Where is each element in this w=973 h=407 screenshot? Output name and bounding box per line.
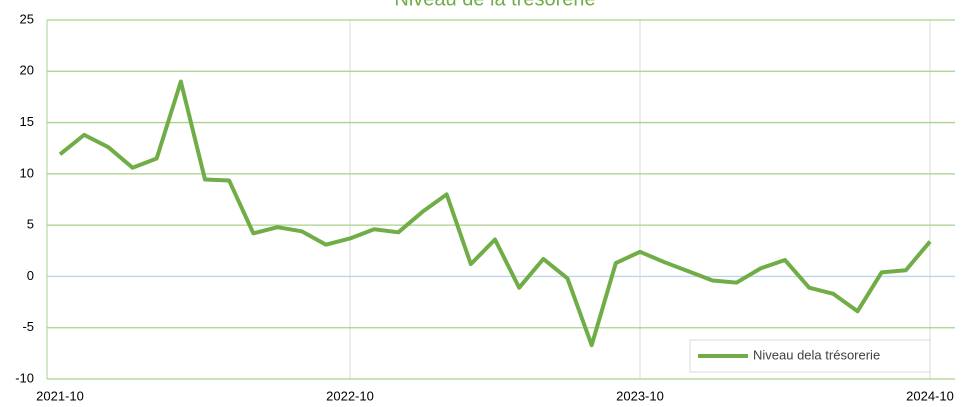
x-tick-label: 2021-10 [36, 388, 84, 403]
x-tick-label: 2023-10 [616, 388, 664, 403]
y-tick-label: -5 [22, 319, 34, 334]
x-tick-label: 2024-10 [906, 388, 954, 403]
y-tick-label: 5 [27, 217, 34, 232]
data-line [58, 79, 932, 348]
x-tick-label: 2022-10 [326, 388, 374, 403]
y-tick-label: 0 [27, 268, 34, 283]
chart-title: Niveau de la trésorerie [394, 0, 595, 10]
y-tick-label: 10 [20, 165, 34, 180]
y-tick-label: 15 [20, 114, 34, 129]
legend-label: Niveau dela trésorerie [753, 347, 880, 362]
y-tick-label: 25 [20, 11, 34, 26]
y-tick-label: -10 [15, 370, 34, 385]
y-tick-label: 20 [20, 63, 34, 78]
